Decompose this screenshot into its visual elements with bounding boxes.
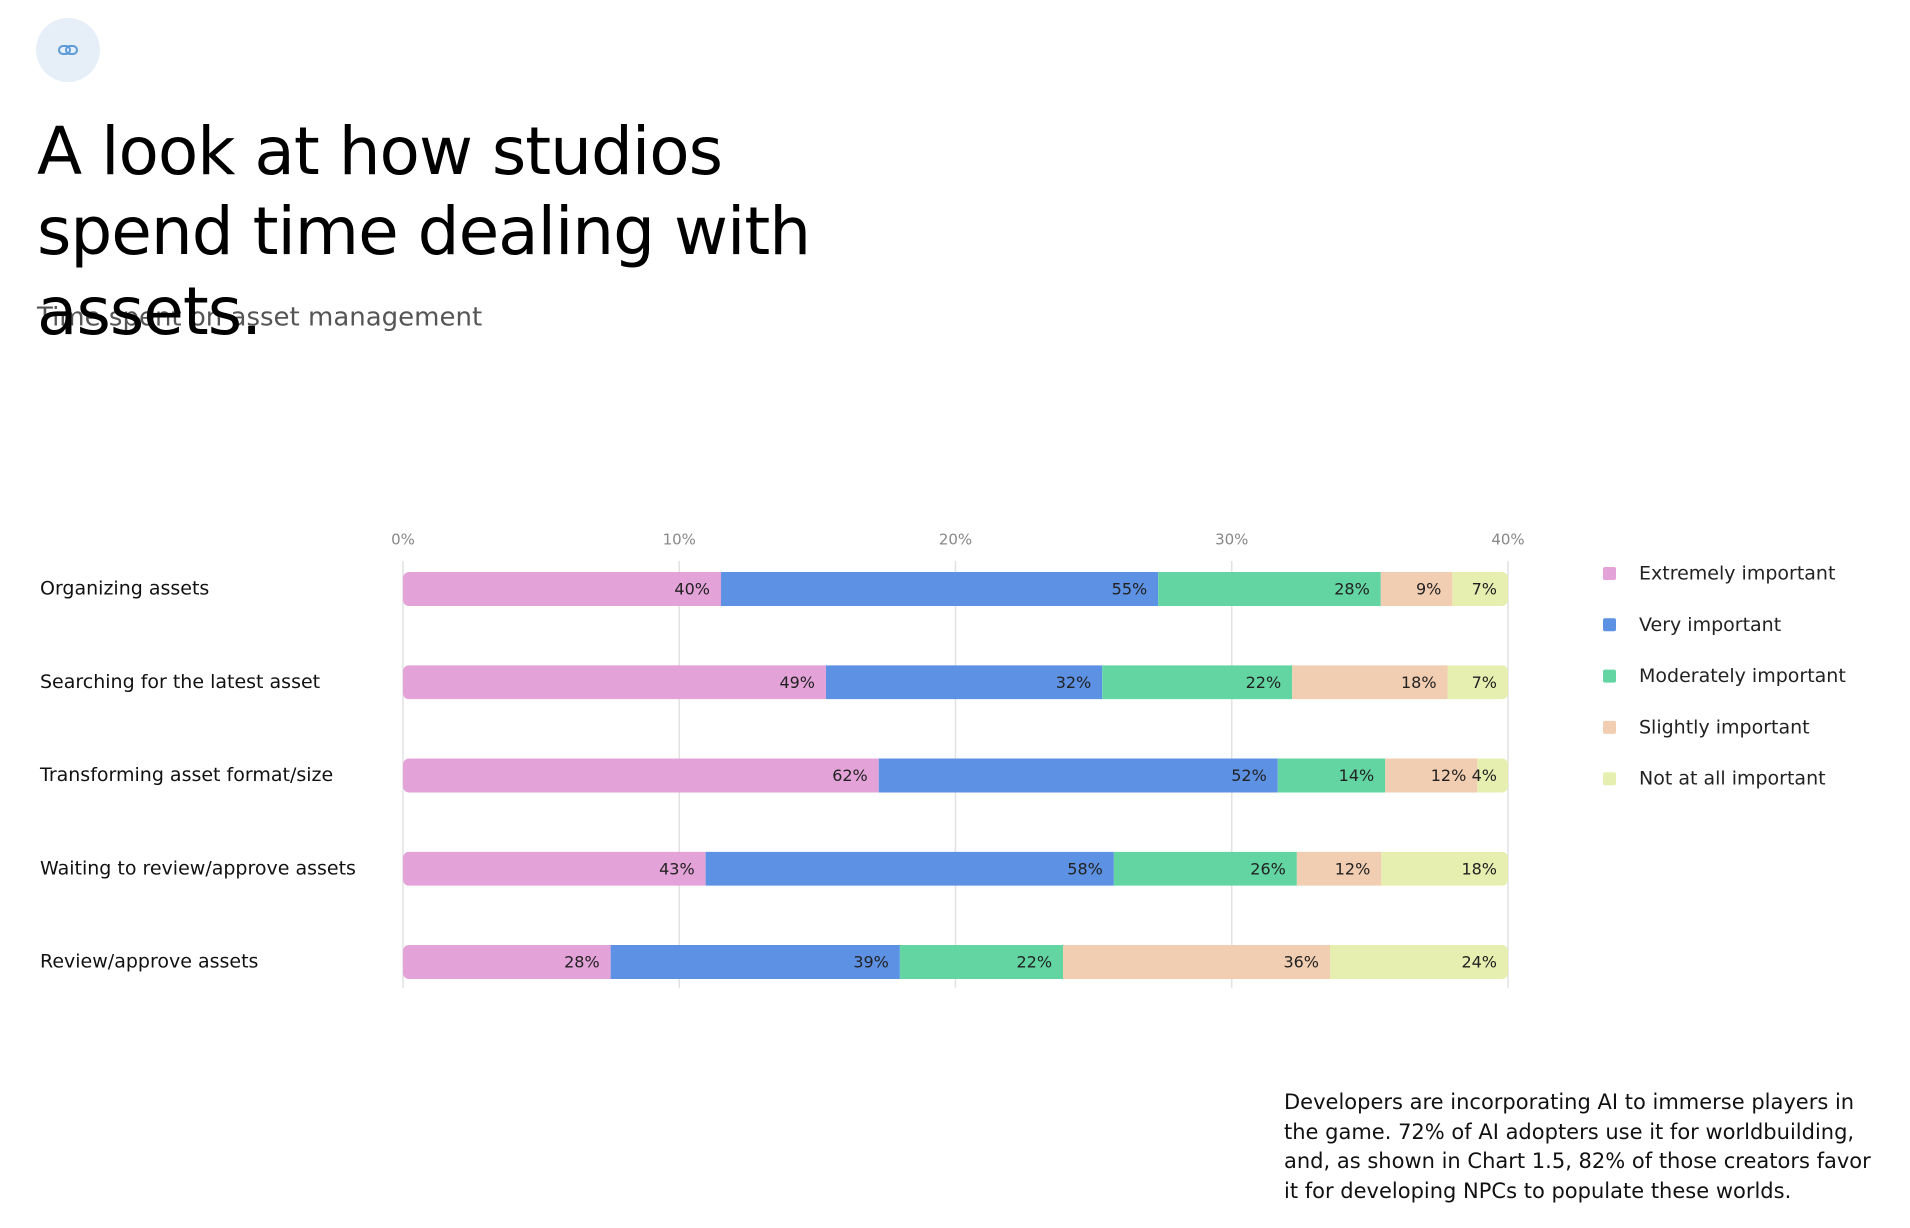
bar-row [403,572,1508,606]
value-label: 7% [1472,580,1497,599]
bar-segment [1452,572,1508,606]
bar-segment [1158,572,1381,606]
value-label: 18% [1401,673,1437,692]
bar-segment [1277,758,1386,793]
bar-segment [403,758,879,793]
value-label: 28% [1334,580,1370,599]
value-label: 12% [1431,766,1467,785]
value-label: 52% [1231,766,1267,785]
y-tick-label: Organizing assets [40,578,209,600]
bar-segment [403,572,721,606]
x-tick-label: 0% [391,531,415,549]
value-label: 12% [1335,859,1371,878]
bar-row [403,665,1508,700]
x-tick-label: 30% [1215,531,1248,549]
legend-swatch [1603,567,1616,580]
value-label: 49% [779,673,815,692]
value-label: 24% [1461,953,1497,972]
bar-segment [899,945,1064,979]
bar-segment [1330,945,1508,979]
bar-segment [610,945,900,979]
x-tick-label: 10% [663,531,696,549]
bar-segment [1477,758,1508,793]
value-label: 14% [1339,766,1375,785]
bar-segment [1380,572,1453,606]
y-tick-label: Review/approve assets [40,951,258,973]
bar-segment [403,851,706,886]
bar-segment [1102,665,1293,700]
value-label: 58% [1067,859,1103,878]
y-tick-label: Transforming asset format/size [39,764,333,786]
legend-swatch [1603,669,1616,683]
y-tick-label: Waiting to review/approve assets [40,857,356,879]
legend-swatch [1603,618,1616,632]
value-label: 7% [1472,673,1497,692]
legend-label: Very important [1639,614,1781,636]
legend-label: Not at all important [1639,768,1826,790]
bar-segment [1063,945,1331,979]
bar-segment [878,758,1278,793]
bar-row [403,758,1508,793]
value-label: 26% [1250,859,1286,878]
bar-segment [1381,851,1508,886]
value-label: 22% [1246,673,1282,692]
value-label: 62% [832,766,868,785]
bar-segment [1447,665,1508,700]
bar-segment [720,572,1159,606]
legend-label: Slightly important [1639,716,1810,738]
bar-segment [826,665,1103,700]
value-label: 32% [1056,673,1092,692]
link-button[interactable] [36,18,100,82]
value-label: 43% [659,859,695,878]
value-label: 18% [1461,859,1497,878]
legend-swatch [1603,772,1616,786]
bar-segment [1296,851,1382,886]
bar-segment [1292,665,1448,700]
value-label: 40% [674,580,710,599]
page-title: A look at how studios spend time dealing… [37,113,811,350]
bar-segment [1113,851,1297,886]
legend-swatch [1603,720,1616,734]
value-label: 39% [853,953,889,972]
bar-row [403,851,1508,886]
bar-segment [1385,758,1478,793]
legend-label: Extremely important [1639,563,1835,585]
value-label: 55% [1112,580,1148,599]
y-tick-label: Searching for the latest asset [40,671,320,693]
bar-segment [403,665,827,700]
x-tick-label: 20% [939,531,972,549]
value-label: 22% [1016,953,1052,972]
chart-subtitle: Time spent on asset management [36,303,482,333]
legend-label: Moderately important [1639,665,1846,687]
value-label: 9% [1416,580,1441,599]
value-label: 28% [564,953,600,972]
value-label: 4% [1472,766,1497,785]
bar-segment [403,945,611,979]
value-label: 36% [1283,953,1319,972]
bar-segment [705,851,1114,886]
x-tick-label: 40% [1491,531,1524,549]
footnote: Developers are incorporating AI to immer… [1284,1090,1871,1203]
bar-row [403,945,1508,979]
